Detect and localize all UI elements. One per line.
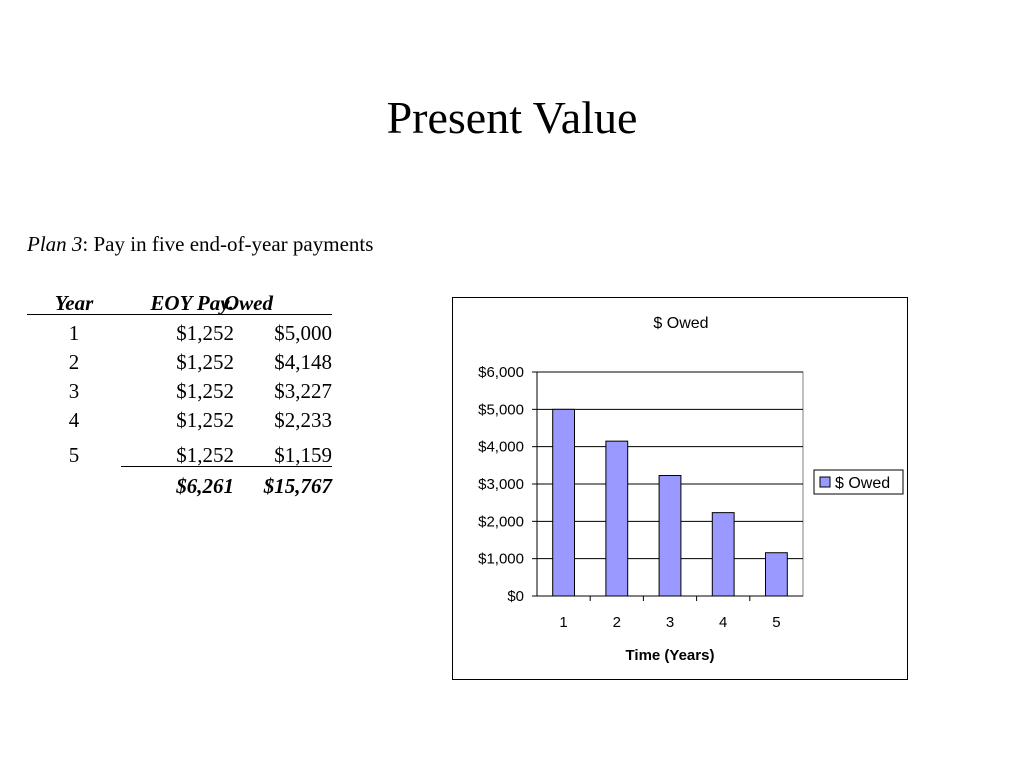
cell-owed: $2,233 bbox=[274, 408, 332, 432]
bar bbox=[764, 552, 788, 597]
total-pay: $6,261 bbox=[176, 474, 234, 498]
plan-name: Plan 3 bbox=[27, 232, 83, 256]
x-tick-label: 4 bbox=[719, 614, 727, 631]
cell-year: 1 bbox=[68, 321, 80, 345]
cell-owed: $3,227 bbox=[274, 379, 332, 403]
cell-year: 4 bbox=[68, 408, 80, 432]
slide-title: Present Value bbox=[386, 92, 638, 143]
header-rule bbox=[27, 314, 332, 315]
cell-pay: $1,252 bbox=[176, 350, 234, 374]
y-tick-label: $2,000 bbox=[478, 513, 524, 530]
chart-frame: $ Owed $0 $1,000 $2,000 $3,000 $4,000 $5,000 $… bbox=[452, 297, 908, 680]
y-tick-label: $6,000 bbox=[478, 364, 524, 381]
cell-pay: $1,252 bbox=[176, 321, 234, 345]
x-tick-label: 3 bbox=[666, 614, 674, 631]
cell-year: 3 bbox=[68, 379, 80, 403]
chart-title: $ Owed bbox=[653, 315, 708, 332]
total-owed: $15,767 bbox=[263, 474, 332, 498]
cell-owed: $1,159 bbox=[274, 443, 332, 467]
header-eoy-pay: EOY Pay. bbox=[150, 291, 234, 315]
cell-year: 5 bbox=[68, 443, 80, 467]
header-year: Year bbox=[54, 291, 94, 315]
x-tick-label: 5 bbox=[772, 614, 780, 631]
x-axis-title: Time (Years) bbox=[626, 647, 715, 664]
header-owed: Owed bbox=[224, 291, 273, 315]
cell-owed: $4,148 bbox=[274, 350, 332, 374]
y-tick-label: $1,000 bbox=[478, 551, 524, 568]
x-tick-label: 2 bbox=[613, 614, 621, 631]
y-tick-label: $4,000 bbox=[478, 439, 524, 456]
cell-pay: $1,252 bbox=[176, 379, 234, 403]
bar bbox=[658, 475, 682, 597]
cell-pay: $1,252 bbox=[176, 443, 234, 467]
cell-year: 2 bbox=[68, 350, 80, 374]
totals-rule bbox=[121, 466, 332, 467]
cell-owed: $5,000 bbox=[274, 321, 332, 345]
legend: $ Owed bbox=[813, 469, 904, 495]
cell-pay: $1,252 bbox=[176, 408, 234, 432]
plan-description: Plan 3: Pay in five end-of-year payments bbox=[27, 230, 373, 258]
bar bbox=[552, 408, 576, 597]
x-tick-label: 1 bbox=[559, 614, 567, 631]
legend-label: $ Owed bbox=[835, 475, 890, 492]
y-tick-label: $0 bbox=[507, 588, 524, 605]
owed-bar-chart: $ Owed $0 $1,000 $2,000 $3,000 $4,000 $5,000 $… bbox=[478, 315, 904, 664]
plan-text: : Pay in five end-of-year payments bbox=[82, 232, 374, 256]
bar bbox=[605, 440, 629, 597]
y-tick-label: $5,000 bbox=[478, 401, 524, 418]
legend-swatch bbox=[819, 476, 831, 488]
y-tick-label: $3,000 bbox=[478, 476, 524, 493]
bar bbox=[711, 512, 735, 597]
